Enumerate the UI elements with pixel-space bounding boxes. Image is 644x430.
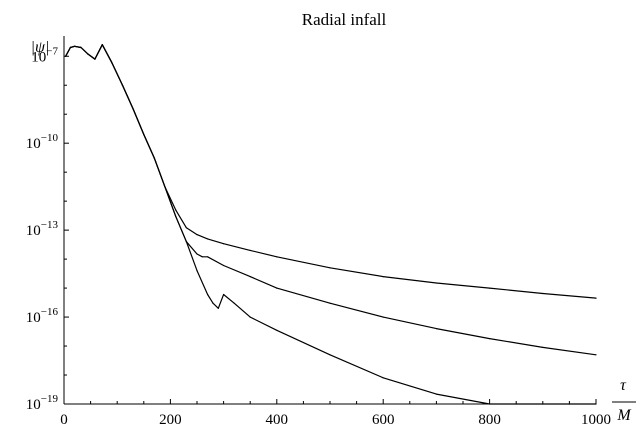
series-3-point	[101, 44, 103, 46]
series-3-point	[132, 108, 134, 110]
series-1-point	[382, 276, 384, 278]
ticks: 0 200 400 600 800 1000 10−7 10−10 10−13 10−16 10−1…	[26, 45, 611, 428]
series-3-point	[164, 186, 166, 188]
series-1-point	[249, 249, 251, 251]
y-tick-label: 10−19	[26, 393, 59, 413]
x-tick-label: 200	[159, 412, 182, 428]
series-line-3	[65, 44, 596, 405]
series-1-point	[196, 234, 198, 236]
series-2-point	[249, 276, 251, 278]
series-1-point	[207, 238, 209, 240]
series-2-point	[382, 316, 384, 318]
y-tick-label: 10−10	[26, 132, 59, 152]
x-axis-label-denominator: M	[616, 407, 632, 424]
series-3-point	[80, 46, 82, 49]
y-tick-label: 10−13	[26, 219, 59, 239]
axes	[63, 36, 596, 405]
series-3-point	[542, 403, 544, 405]
series-3-point	[153, 157, 155, 159]
series-1-point	[223, 243, 225, 245]
series-3-point	[382, 377, 384, 379]
y-axis-label: |ψ|	[31, 39, 50, 56]
series-2-point	[542, 346, 544, 348]
series-1-point	[542, 292, 544, 295]
chart-title: Radial infall	[302, 10, 387, 29]
series-1-point	[329, 267, 331, 269]
series-3-point	[69, 46, 71, 49]
series-2-point	[489, 338, 491, 340]
series-2-point	[201, 256, 203, 258]
series-3-point	[223, 293, 225, 296]
series-3-point	[489, 403, 491, 405]
series-3-point	[595, 403, 597, 405]
series-3-point	[435, 393, 437, 395]
series-3-point	[121, 84, 124, 86]
series-2-point	[223, 264, 225, 267]
series	[65, 44, 597, 405]
series-3-point	[249, 316, 251, 318]
x-tick-label: 1000	[581, 412, 611, 428]
series-3-point	[143, 133, 145, 136]
series-2-point	[329, 302, 331, 304]
series-line-1	[65, 44, 597, 299]
series-3-point	[87, 53, 89, 55]
series-3-point	[65, 55, 67, 57]
series-3-point	[185, 241, 187, 243]
series-3-point	[196, 270, 198, 272]
series-3-point	[207, 293, 209, 296]
series-1-point	[175, 209, 177, 211]
series-3-point	[74, 45, 76, 47]
series-3-point	[175, 215, 177, 217]
series-3-point	[276, 329, 278, 331]
y-tick-label: 10−16	[26, 306, 59, 326]
series-1-point	[435, 282, 437, 284]
x-tick-label: 0	[60, 412, 68, 428]
series-2-point	[595, 354, 597, 356]
series-3-point	[111, 62, 113, 64]
series-2-point	[435, 328, 437, 330]
series-2-point	[207, 256, 209, 258]
x-axis-label-numerator: τ	[620, 377, 627, 394]
series-1-point	[595, 297, 597, 299]
x-tick-label: 400	[266, 412, 289, 428]
series-3-point	[329, 354, 331, 356]
series-3-point	[212, 302, 214, 304]
series-3-point	[217, 307, 219, 309]
series-2-point	[196, 253, 198, 255]
series-3-point	[568, 403, 571, 405]
series-2-point	[276, 287, 278, 289]
series-3-point	[233, 302, 235, 304]
series-1-point	[489, 287, 491, 289]
x-tick-label: 600	[372, 412, 395, 428]
series-1-point	[276, 256, 278, 258]
y-tick-label: 10−7	[31, 45, 58, 65]
x-axis-label: τ M	[612, 377, 636, 424]
x-tick-label: 800	[478, 412, 501, 428]
series-3-point	[94, 58, 96, 60]
series-line-2	[65, 44, 597, 356]
series-1-point	[185, 227, 187, 229]
